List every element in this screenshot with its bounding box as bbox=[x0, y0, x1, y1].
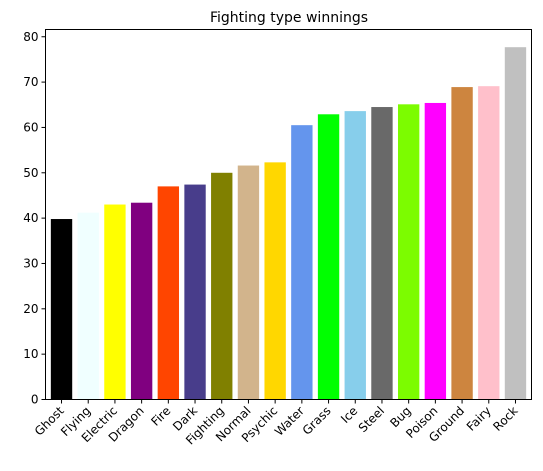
y-tick-label: 20 bbox=[23, 302, 38, 316]
y-tick-label: 80 bbox=[23, 30, 38, 44]
y-tick-label: 10 bbox=[23, 347, 38, 361]
bar-poison bbox=[424, 102, 447, 400]
bar-ghost bbox=[50, 219, 73, 400]
bar-grass bbox=[317, 114, 340, 400]
bar-fighting bbox=[211, 172, 233, 400]
y-tick-label: 70 bbox=[23, 75, 38, 89]
bar-dragon bbox=[130, 202, 153, 400]
bar-rock bbox=[504, 47, 527, 400]
x-tick-label: Fire bbox=[148, 404, 173, 429]
bar-fire bbox=[157, 186, 180, 400]
bar-fairy bbox=[478, 86, 500, 400]
bar-psychic bbox=[264, 162, 286, 400]
y-axis: 0 10 20 30 40 50 60 70 80 bbox=[23, 30, 46, 407]
plot-frame bbox=[45, 29, 532, 400]
y-tick-label: 40 bbox=[23, 211, 38, 225]
y-tick-label: 50 bbox=[23, 166, 38, 180]
bar-dark bbox=[184, 184, 206, 400]
bar-bug bbox=[397, 104, 420, 400]
bar-steel bbox=[371, 107, 393, 400]
bar-normal bbox=[237, 165, 260, 400]
x-tick-label: Rock bbox=[490, 404, 520, 434]
x-tick-label: Water bbox=[272, 404, 307, 439]
bar-ground bbox=[451, 87, 473, 400]
bar-electric bbox=[104, 204, 126, 400]
bar-water bbox=[291, 125, 313, 400]
x-tick-label: Fairy bbox=[464, 404, 494, 434]
y-tick-label: 30 bbox=[23, 256, 38, 270]
bar-ice bbox=[344, 111, 366, 400]
x-tick-label: Grass bbox=[300, 404, 334, 438]
x-tick-label: Steel bbox=[356, 404, 387, 435]
bars-group bbox=[50, 47, 527, 400]
y-tick-label: 0 bbox=[31, 393, 39, 407]
bar-flying bbox=[77, 212, 99, 400]
chart-title: Fighting type winnings bbox=[210, 10, 368, 26]
y-tick-label: 60 bbox=[23, 120, 38, 134]
